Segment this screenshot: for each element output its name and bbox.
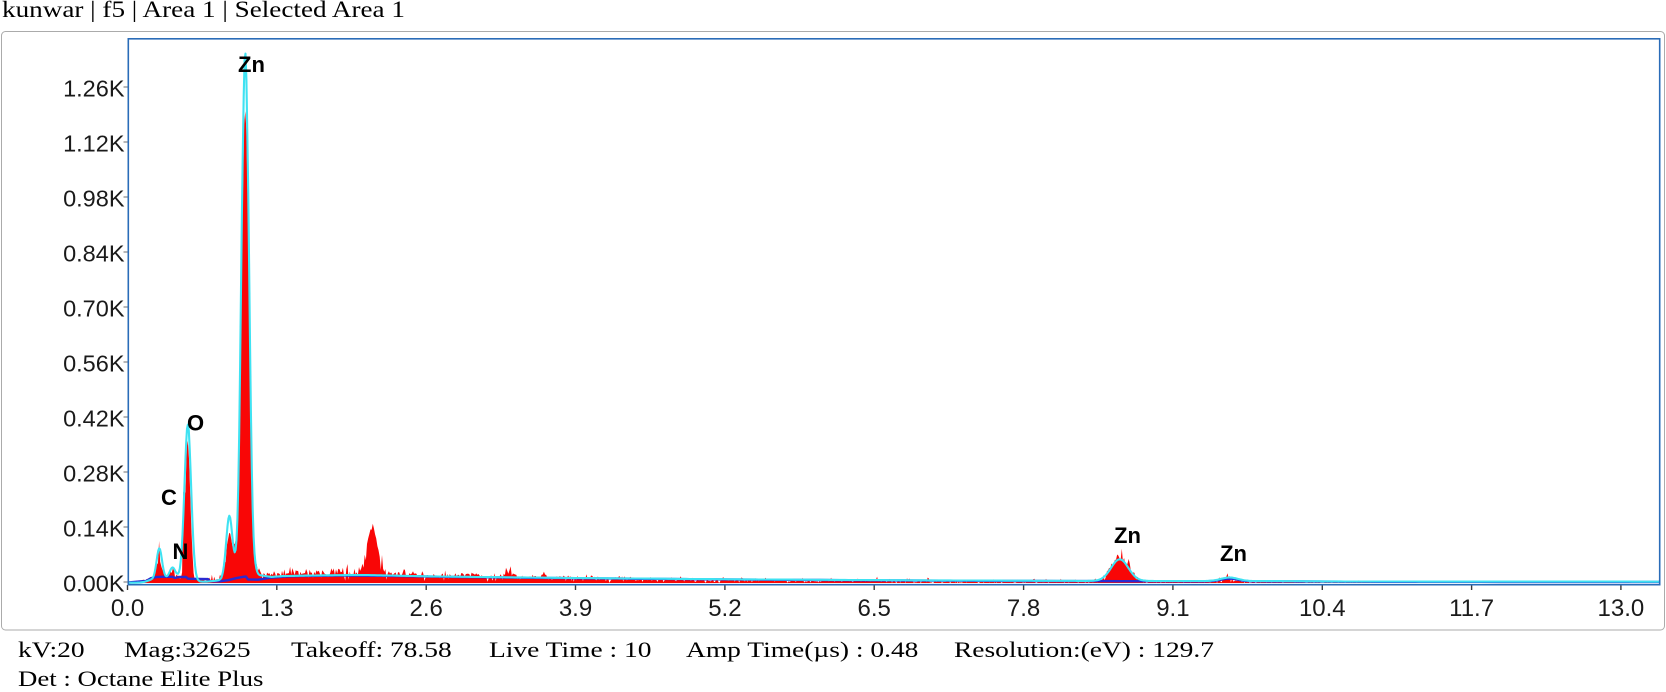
svg-text:O: O [187,411,204,436]
svg-text:1.26K: 1.26K [63,76,125,102]
svg-text:9.1: 9.1 [1156,595,1189,622]
svg-text:1.3: 1.3 [260,595,293,622]
svg-text:C: C [161,485,177,510]
svg-text:0.00K: 0.00K [63,571,125,597]
svg-text:7.8: 7.8 [1007,595,1040,622]
svg-text:1.12K: 1.12K [63,131,125,157]
svg-text:5.2: 5.2 [708,595,741,622]
svg-text:0.42K: 0.42K [63,406,125,432]
svg-text:2.6: 2.6 [410,595,443,622]
svg-text:3.9: 3.9 [559,595,592,622]
svg-text:0.56K: 0.56K [63,351,125,377]
svg-text:13.0: 13.0 [1598,595,1645,622]
svg-text:6.5: 6.5 [858,595,891,622]
svg-text:Zn: Zn [1220,541,1247,566]
svg-text:0.14K: 0.14K [63,516,125,542]
svg-text:Zn: Zn [238,52,265,77]
svg-text:0.98K: 0.98K [63,186,125,212]
svg-text:N: N [173,539,189,564]
svg-text:0.0: 0.0 [111,595,144,622]
svg-text:0.70K: 0.70K [63,296,125,322]
svg-text:0.28K: 0.28K [63,461,125,487]
svg-text:10.4: 10.4 [1299,595,1346,622]
svg-text:11.7: 11.7 [1449,595,1494,622]
svg-text:Zn: Zn [1114,523,1141,548]
svg-text:0.84K: 0.84K [63,241,125,267]
